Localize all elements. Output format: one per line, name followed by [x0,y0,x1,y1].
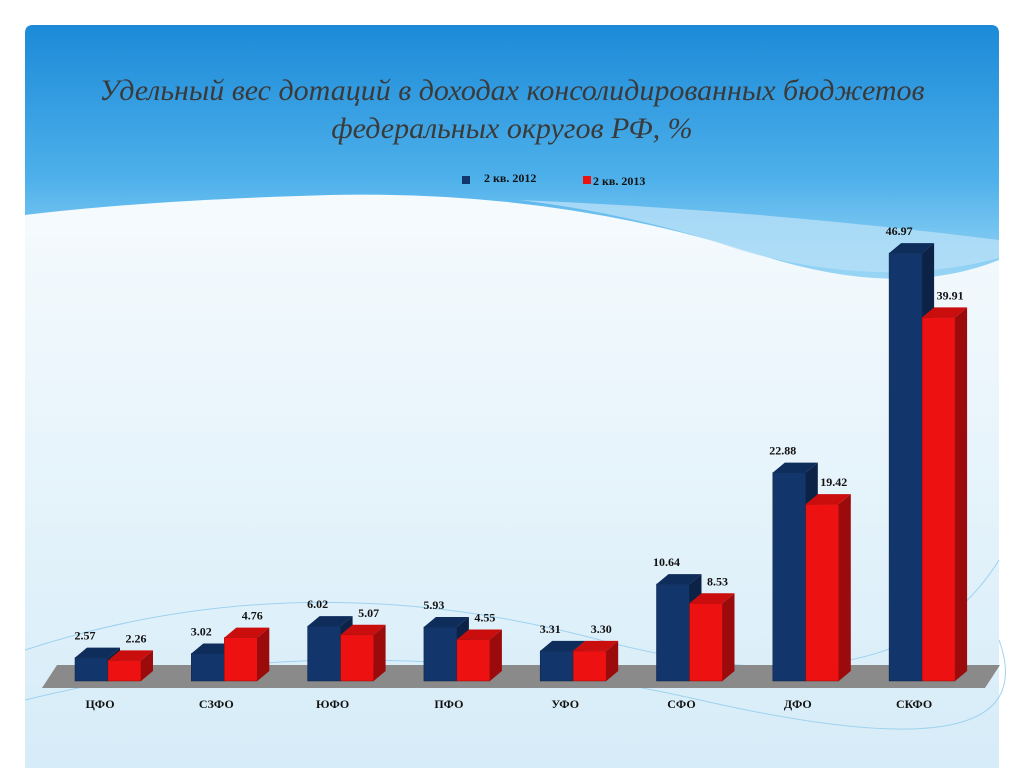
bar-front [656,583,690,682]
bar-top [656,574,702,585]
bar-side [955,307,968,681]
bar-side [141,650,153,681]
bar-front [340,634,374,682]
bar-side [489,629,502,681]
bar-top [456,629,502,640]
bar-top [922,307,968,318]
legend-swatch [583,176,591,184]
bar-front [74,657,109,682]
bar-side [257,627,270,681]
bar-front [772,472,807,682]
data-label: 6.02 [307,597,328,611]
data-label: 5.07 [358,606,379,620]
x-tick-label: СФО [667,697,695,711]
data-label: 22.88 [769,444,796,458]
data-label: 3.31 [540,622,561,636]
data-label: 4.55 [474,611,495,625]
data-label: 5.93 [423,598,444,612]
x-tick-label: ДФО [784,697,812,711]
bar-front [191,653,225,682]
bar-front [572,650,607,682]
data-label: 3.30 [591,622,612,636]
bar-front [224,637,258,682]
data-label: 3.02 [191,624,212,638]
chart-title: Удельный вес дотаций в доходах консолиди… [99,74,925,145]
x-tick-label: СЗФО [199,697,234,711]
bar-top [340,624,386,635]
bar-front [805,503,840,682]
bar-front [423,626,458,682]
bar-top [423,616,469,627]
data-label: 2.57 [75,629,96,643]
bar-top [689,593,735,604]
bar-side [722,593,735,681]
data-label: 10.64 [653,555,680,569]
legend-label: 2 кв. 2012 [484,171,536,185]
bar-front [456,639,491,682]
bar-front [307,625,341,682]
data-label: 46.97 [886,224,913,238]
bar-top [805,494,851,505]
bar-side [373,624,386,681]
bar-top [540,640,586,651]
bar-front [539,650,574,682]
bar-top [108,650,153,661]
bar-front [888,252,923,682]
bar-top [772,462,818,473]
legend-label: 2 кв. 2013 [593,174,645,188]
bar-top [307,616,353,627]
bar-side [838,494,851,681]
data-label: 19.42 [820,475,847,489]
bar-top [573,640,619,651]
floor [42,665,1000,688]
bar-top [889,243,935,254]
x-tick-label: ЮФО [316,697,349,711]
x-tick-label: ЦФО [85,697,114,711]
bar-top [224,627,270,638]
x-tick-label: УФО [551,697,579,711]
data-label: 39.91 [937,288,964,302]
bar-front [689,603,723,682]
data-label: 4.76 [242,609,263,623]
legend-swatch [462,176,470,184]
wave-accent [520,200,999,273]
data-label: 8.53 [707,574,728,588]
x-tick-label: СКФО [896,697,932,711]
bar-front [107,660,142,682]
bar-front [921,317,956,682]
bar-side [606,640,619,681]
bar-top [75,647,120,658]
x-tick-label: ПФО [434,697,463,711]
data-label: 2.26 [126,631,147,645]
